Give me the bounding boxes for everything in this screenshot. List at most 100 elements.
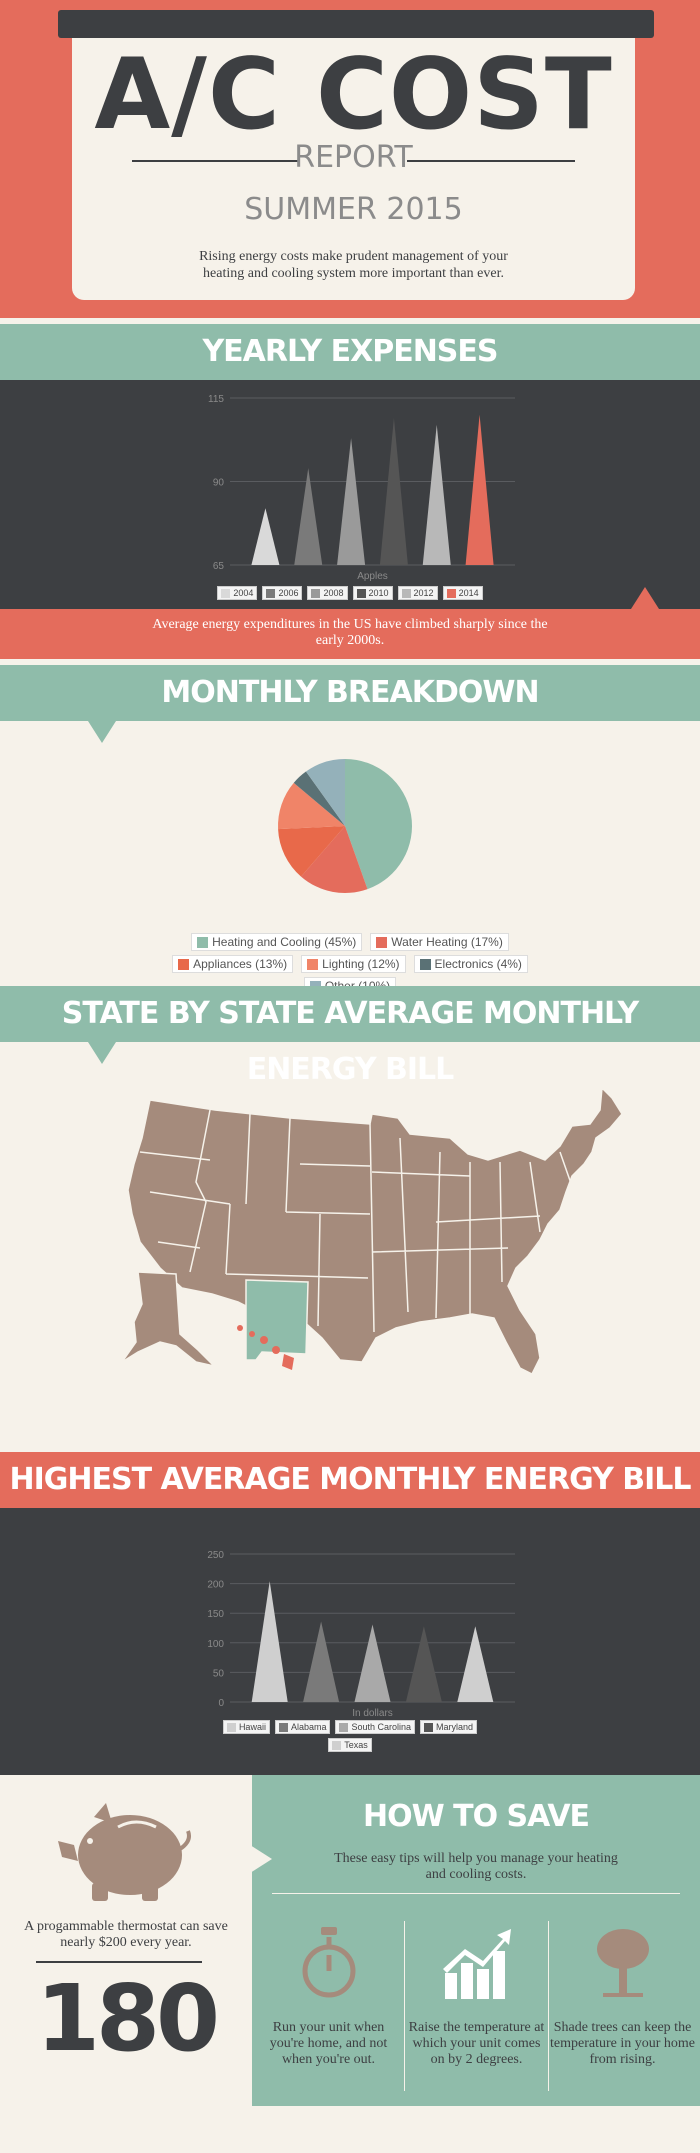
divider-right [407, 160, 575, 162]
legend-swatch [311, 588, 321, 598]
legend-swatch [401, 588, 411, 598]
highest-heading: HIGHEST AVERAGE MONTHLY ENERGY BILL [0, 1452, 700, 1530]
x-axis-label: Apples [357, 571, 388, 582]
highest-bill-chart: 0 50 100 150 200 250 In dollars [207, 1550, 515, 1719]
y-tick-label: 0 [218, 1698, 224, 1709]
y-tick-label: 150 [207, 1609, 224, 1620]
legend-swatch [221, 588, 231, 598]
band-pointer [88, 721, 116, 743]
legend-item[interactable]: 2006 [262, 586, 303, 600]
legend-item[interactable]: Water Heating (17%) [370, 933, 509, 951]
pie-slice[interactable] [293, 771, 345, 826]
legend-swatch [419, 958, 431, 970]
legend-label: Appliances (13%) [193, 957, 288, 971]
pie-slice[interactable] [301, 826, 368, 893]
tip-text: Raise the temperature at which your unit… [408, 2020, 545, 2067]
legend-label: Electronics (4%) [434, 957, 522, 971]
legend-item[interactable]: Alabama [274, 1720, 331, 1734]
legend-label: South Carolina [351, 1722, 412, 1732]
yearly-chart-panel: 65 90 115 Apples 2004 2006 2008 2010 2012 2014 [0, 380, 700, 609]
header-description: Rising energy costs make prudent managem… [199, 249, 508, 281]
header-bar [58, 10, 654, 38]
thermostat-text: A progammable thermostat can save nearly… [24, 1919, 228, 1950]
bar-maryland[interactable] [405, 1626, 442, 1702]
us-map-contiguous [127, 1086, 623, 1376]
highest-legend: Hawaii Alabama South Carolina Maryland Texas [210, 1720, 490, 1752]
legend-label: Alabama [290, 1722, 327, 1732]
legend-item[interactable]: 2010 [352, 586, 393, 600]
y-tick-label: 200 [207, 1580, 224, 1591]
legend-label: Water Heating (17%) [391, 935, 503, 949]
pie-slice[interactable] [277, 782, 345, 830]
hawaii-state[interactable] [237, 1325, 294, 1370]
map-heading: STATE BY STATE AVERAGE MONTHLY ENERGY BI… [0, 986, 700, 1087]
y-tick-label: 90 [213, 478, 225, 489]
bar-2004[interactable] [251, 508, 280, 565]
legend-swatch [356, 588, 366, 598]
legend-item[interactable]: Hawaii [222, 1720, 270, 1734]
legend-swatch [197, 936, 209, 948]
legend-label: Heating and Cooling (45%) [212, 935, 357, 949]
tips-col-divider [548, 1921, 549, 2091]
legend-label: Maryland [436, 1722, 474, 1732]
us-map [121, 1086, 623, 1376]
savings-number: 180 [35, 1965, 220, 2072]
savings-section: A progammable thermostat can save nearly… [0, 1775, 700, 2106]
pie-slice[interactable] [305, 759, 345, 826]
tip-item: Raise the temperature at which your unit… [404, 1925, 549, 2068]
divider-left [132, 160, 300, 162]
y-tick-label: 50 [213, 1668, 225, 1679]
legend-swatch [307, 958, 319, 970]
map-heading-text: STATE BY STATE AVERAGE MONTHLY ENERGY BI… [61, 996, 639, 1087]
legend-swatch [332, 1740, 342, 1750]
legend-item[interactable]: Appliances (13%) [172, 955, 294, 973]
legend-swatch [178, 958, 190, 970]
legend-label: 2012 [413, 588, 434, 598]
y-tick-label: 250 [207, 1550, 224, 1561]
tips-col-divider [404, 1921, 405, 2091]
legend-swatch [339, 1722, 349, 1732]
bar-2008[interactable] [337, 438, 366, 565]
legend-item[interactable]: Electronics (4%) [413, 955, 528, 973]
yearly-heading: YEARLY EXPENSES [0, 324, 700, 402]
bar-2006[interactable] [294, 468, 323, 565]
legend-item[interactable]: 2004 [217, 586, 258, 600]
tip-text: Shade trees can keep the temperature in … [550, 2020, 696, 2067]
bar-alabama[interactable] [303, 1621, 340, 1702]
panel-pointer [250, 1845, 272, 1873]
legend-item[interactable]: Heating and Cooling (45%) [191, 933, 363, 951]
bar-texas[interactable] [457, 1626, 494, 1702]
stopwatch-icon [302, 1927, 355, 1998]
legend-label: 2004 [233, 588, 254, 598]
legend-item[interactable]: South Carolina [335, 1720, 416, 1734]
thermostat-divider [36, 1961, 202, 1963]
bar-2014[interactable] [465, 414, 494, 565]
tip-item: Run your unit when you're home, and not … [256, 1925, 401, 2068]
bar-2010[interactable] [379, 418, 408, 565]
legend-label: 2010 [368, 588, 389, 598]
legend-swatch [424, 1722, 434, 1732]
bar-south-carolina[interactable] [354, 1624, 391, 1702]
monthly-heading: MONTHLY BREAKDOWN [0, 665, 700, 743]
us-map-panel [0, 1042, 700, 1452]
legend-item[interactable]: 2012 [397, 586, 438, 600]
header-card: A/C COST REPORT SUMMER 2015 Rising energ… [72, 38, 635, 300]
caption-pointer [631, 587, 659, 609]
legend-item[interactable]: Lighting (12%) [301, 955, 406, 973]
alaska-state[interactable] [121, 1271, 217, 1368]
y-tick-label: 65 [213, 561, 225, 572]
legend-item[interactable]: Maryland [420, 1720, 478, 1734]
bar-hawaii[interactable] [251, 1581, 288, 1702]
y-tick-label: 100 [207, 1639, 224, 1650]
pie-slice[interactable] [278, 826, 345, 877]
yearly-legend: 2004 2006 2008 2010 2012 2014 [0, 586, 700, 600]
legend-item[interactable]: Texas [328, 1738, 372, 1752]
pie-slice[interactable] [345, 759, 412, 890]
legend-label: Hawaii [238, 1722, 266, 1732]
legend-item[interactable]: 2014 [442, 586, 483, 600]
x-axis-label: In dollars [352, 1708, 393, 1719]
legend-label: 2008 [323, 588, 344, 598]
bar-2012[interactable] [422, 424, 451, 565]
legend-item[interactable]: 2008 [307, 586, 348, 600]
tip-text: Run your unit when you're home, and not … [269, 2020, 388, 2067]
